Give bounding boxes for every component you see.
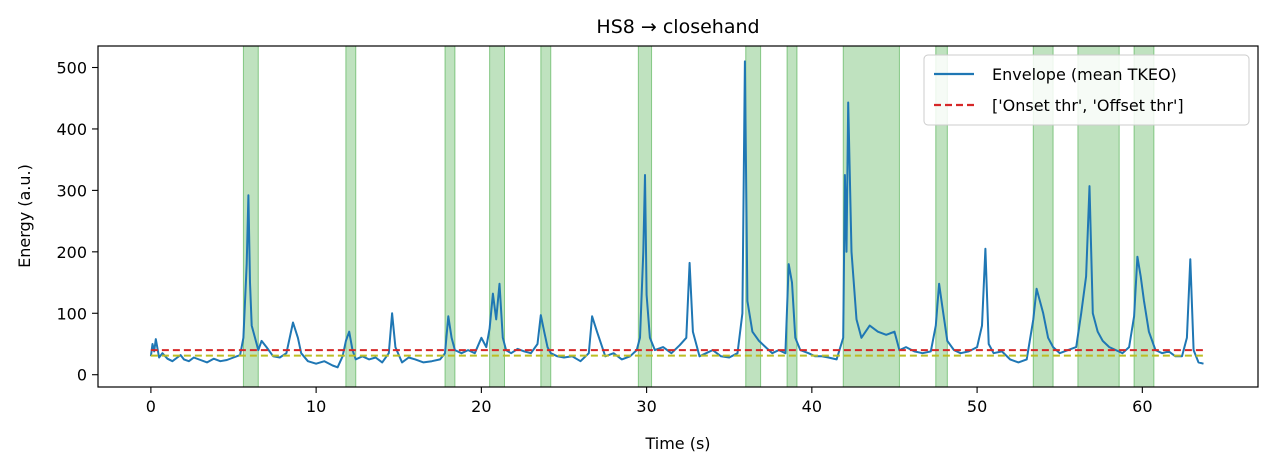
- plot-frame: [97, 45, 1259, 388]
- active-segments: [242, 45, 1155, 388]
- x-tick-label: 60: [1132, 397, 1152, 416]
- x-axis-label: Time (s): [644, 434, 710, 453]
- x-tick-label: 10: [306, 397, 326, 416]
- legend: Envelope (mean TKEO) ['Onset thr', 'Offs…: [923, 54, 1250, 126]
- legend-box: [923, 54, 1250, 126]
- x-tick-label: 20: [471, 397, 491, 416]
- x-tick-label: 0: [146, 397, 156, 416]
- y-tick-label: 500: [56, 59, 87, 78]
- legend-label-envelope: Envelope (mean TKEO): [992, 65, 1177, 84]
- y-tick-label: 100: [56, 304, 87, 323]
- active-segment-0: [242, 45, 259, 388]
- y-axis-label: Energy (a.u.): [15, 164, 34, 268]
- x-tick-label: 40: [802, 397, 822, 416]
- chart-title: HS8 → closehand: [596, 16, 759, 38]
- x-tick-label: 50: [967, 397, 987, 416]
- y-axis: 0 100 200 300 400 500: [56, 59, 98, 385]
- active-segment-8: [842, 45, 900, 388]
- y-tick-label: 0: [77, 366, 87, 385]
- y-tick-label: 400: [56, 120, 87, 139]
- x-axis: 0 10 20 30 40 50 60: [146, 387, 1153, 416]
- envelope-line: [149, 60, 1204, 369]
- legend-label-threshold: ['Onset thr', 'Offset thr']: [992, 96, 1184, 115]
- y-tick-label: 300: [56, 181, 87, 200]
- series-lines: [149, 60, 1204, 369]
- y-tick-label: 200: [56, 243, 87, 262]
- active-segment-6: [745, 45, 762, 388]
- x-tick-label: 30: [636, 397, 656, 416]
